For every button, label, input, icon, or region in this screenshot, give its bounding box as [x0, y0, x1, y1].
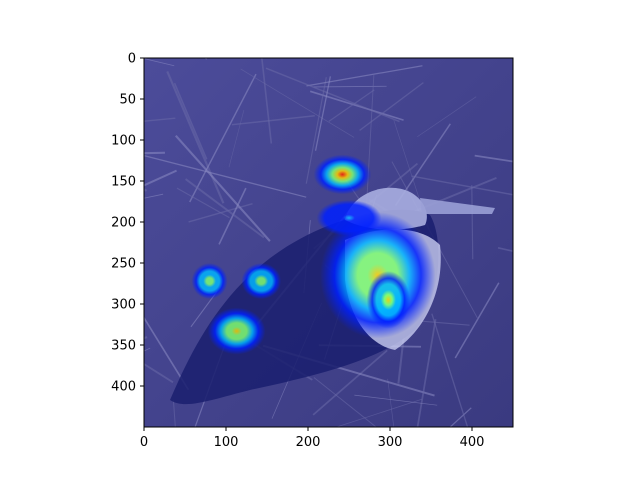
hotspot-head — [313, 154, 372, 195]
branch-stroke — [366, 75, 375, 207]
branch-stroke — [144, 316, 190, 391]
branch-stroke — [144, 347, 151, 352]
branch-stroke — [144, 193, 164, 199]
x-axis: 0 100 200 300 400 — [140, 427, 485, 450]
branch-stroke — [354, 394, 438, 406]
x-tick-label: 200 — [296, 435, 321, 450]
x-tick-label: 100 — [214, 435, 239, 450]
plot-frame — [143, 57, 514, 428]
branch-stroke — [416, 319, 437, 427]
y-tick-label: 350 — [111, 339, 136, 354]
branch-stroke — [387, 378, 395, 427]
x-tick-label: 0 — [140, 435, 148, 450]
hotspot-chest-core — [366, 271, 411, 329]
plot-area — [144, 58, 513, 427]
x-tick-label: 400 — [460, 435, 485, 450]
x-tick-label: 300 — [378, 435, 403, 450]
hotspot-wing-upper-left — [191, 263, 228, 300]
y-axis: 0 50 100 150 200 250 300 350 400 — [111, 52, 144, 395]
y-tick-label: 250 — [111, 257, 136, 272]
branch-stroke — [314, 76, 331, 151]
heat-layer — [191, 154, 436, 355]
bird-beak — [420, 198, 495, 214]
branch-stroke — [335, 398, 423, 427]
y-tick-label: 150 — [111, 175, 136, 190]
branch-stroke — [166, 71, 225, 204]
hotspot-neck — [316, 199, 382, 236]
branch-stroke — [174, 134, 271, 242]
branch-stroke — [144, 237, 145, 239]
branch-stroke — [306, 65, 423, 87]
branch-stroke — [144, 151, 165, 155]
branch-stroke — [231, 115, 315, 126]
branch-stroke — [312, 349, 388, 416]
branch-stroke — [261, 58, 273, 144]
branch-stroke — [176, 187, 230, 219]
branch-stroke — [144, 58, 175, 67]
hotspot-wing-upper-mid — [241, 263, 282, 300]
branch-stroke — [313, 377, 377, 427]
y-tick-label: 100 — [111, 134, 136, 149]
branch-stroke — [218, 187, 247, 245]
y-tick-label: 0 — [128, 52, 136, 67]
branch-stroke — [471, 185, 474, 260]
branch-stroke — [144, 362, 174, 384]
branch-stroke — [305, 77, 327, 184]
branch-stroke — [144, 169, 177, 187]
branch-stroke — [265, 67, 400, 123]
branch-stroke — [328, 89, 375, 122]
branch-stroke — [359, 82, 424, 131]
hotspot-wing-lower — [207, 307, 266, 355]
branch-stroke — [474, 154, 513, 163]
branch-stroke — [204, 58, 208, 60]
branch-stroke — [173, 82, 208, 160]
y-tick-label: 400 — [111, 380, 136, 395]
branch-stroke — [144, 117, 176, 122]
branch-stroke — [228, 109, 245, 168]
y-tick-label: 50 — [119, 93, 136, 108]
branch-stroke — [240, 68, 355, 138]
branch-stroke — [185, 178, 265, 239]
branch-stroke — [411, 175, 513, 196]
y-tick-label: 300 — [111, 298, 136, 313]
branch-stroke — [309, 90, 404, 121]
branch-stroke — [417, 96, 477, 138]
y-tick-label: 200 — [111, 216, 136, 231]
branch-stroke — [313, 85, 387, 88]
branch-stroke — [454, 282, 500, 359]
branch-stroke — [189, 73, 257, 203]
branch-stroke — [144, 155, 307, 198]
